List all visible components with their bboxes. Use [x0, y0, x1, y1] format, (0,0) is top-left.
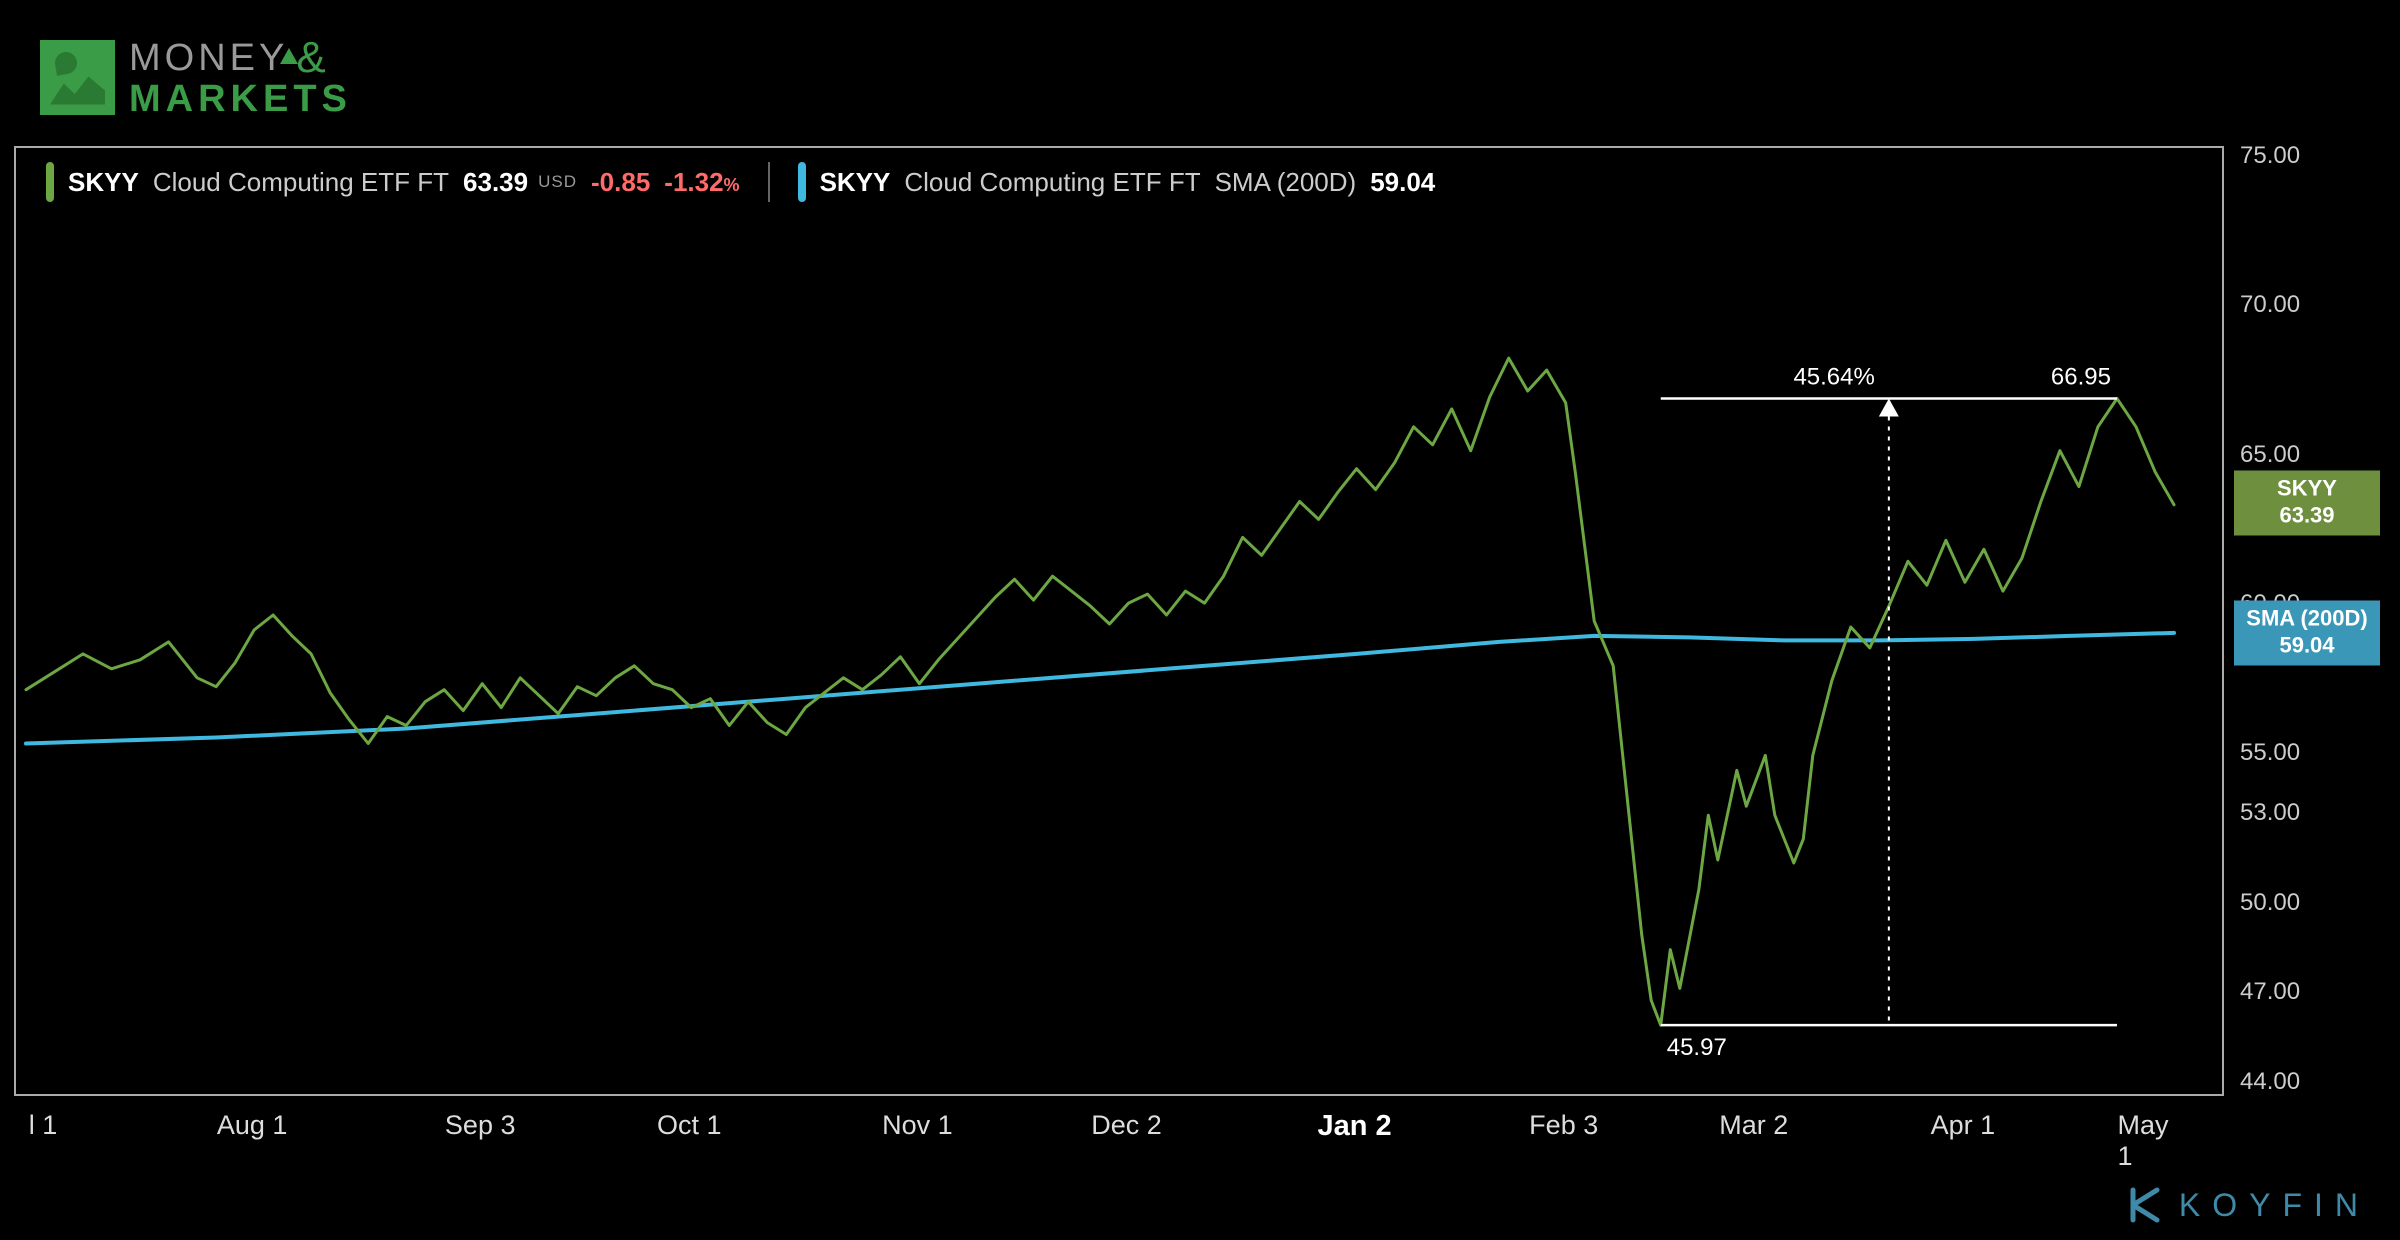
chart-area[interactable]: SKYY Cloud Computing ETF FT 63.39 USD -0…	[14, 146, 2224, 1096]
x-tick: Mar 2	[1719, 1110, 1788, 1141]
x-tick: Jan 2	[1318, 1110, 1392, 1143]
x-tick: Nov 1	[882, 1110, 953, 1141]
y-tick: 47.00	[2240, 978, 2300, 1006]
svg-text:45.64%: 45.64%	[1793, 363, 1874, 390]
y-tick: 65.00	[2240, 441, 2300, 469]
x-tick: Sep 3	[445, 1110, 516, 1141]
x-tick: Apr 1	[1931, 1110, 1996, 1141]
x-tick: Aug 1	[217, 1110, 288, 1141]
axis-price-badge: SKYY63.39	[2234, 470, 2380, 535]
watermark-text: KOYFIN	[2179, 1187, 2370, 1224]
y-tick: 53.00	[2240, 799, 2300, 827]
axis-price-badge: SMA (200D)59.04	[2234, 600, 2380, 665]
x-tick: Feb 3	[1529, 1110, 1598, 1141]
y-tick: 50.00	[2240, 889, 2300, 917]
svg-text:66.95: 66.95	[2051, 363, 2111, 390]
y-axis: 75.0070.0065.0060.0055.0053.0050.0047.00…	[2230, 146, 2390, 1096]
logo-line2: MARKETS	[129, 80, 352, 118]
logo-line1: MONEY	[129, 39, 288, 77]
brand-logo-icon	[40, 40, 115, 115]
brand-logo-text: MONEY& MARKETS	[129, 36, 352, 118]
chart-plot[interactable]: 45.64% 66.95 45.97	[16, 148, 2222, 1094]
y-tick: 70.00	[2240, 291, 2300, 319]
brand-logo: MONEY& MARKETS	[40, 36, 352, 118]
koyfin-icon	[2127, 1186, 2165, 1224]
watermark: KOYFIN	[2127, 1186, 2370, 1224]
logo-amp: &	[296, 36, 329, 80]
x-tick: Oct 1	[657, 1110, 722, 1141]
x-axis: l 1 Aug 1 Sep 3 Oct 1 Nov 1 Dec 2 Jan 2 Feb 3 Ma…	[14, 1100, 2224, 1150]
x-tick: Dec 2	[1091, 1110, 1162, 1141]
y-tick: 75.00	[2240, 142, 2300, 170]
y-tick: 55.00	[2240, 739, 2300, 767]
svg-text:45.97: 45.97	[1667, 1034, 1727, 1061]
y-tick: 44.00	[2240, 1068, 2300, 1096]
x-tick: l 1	[29, 1110, 58, 1141]
x-tick: May 1	[2117, 1110, 2188, 1172]
